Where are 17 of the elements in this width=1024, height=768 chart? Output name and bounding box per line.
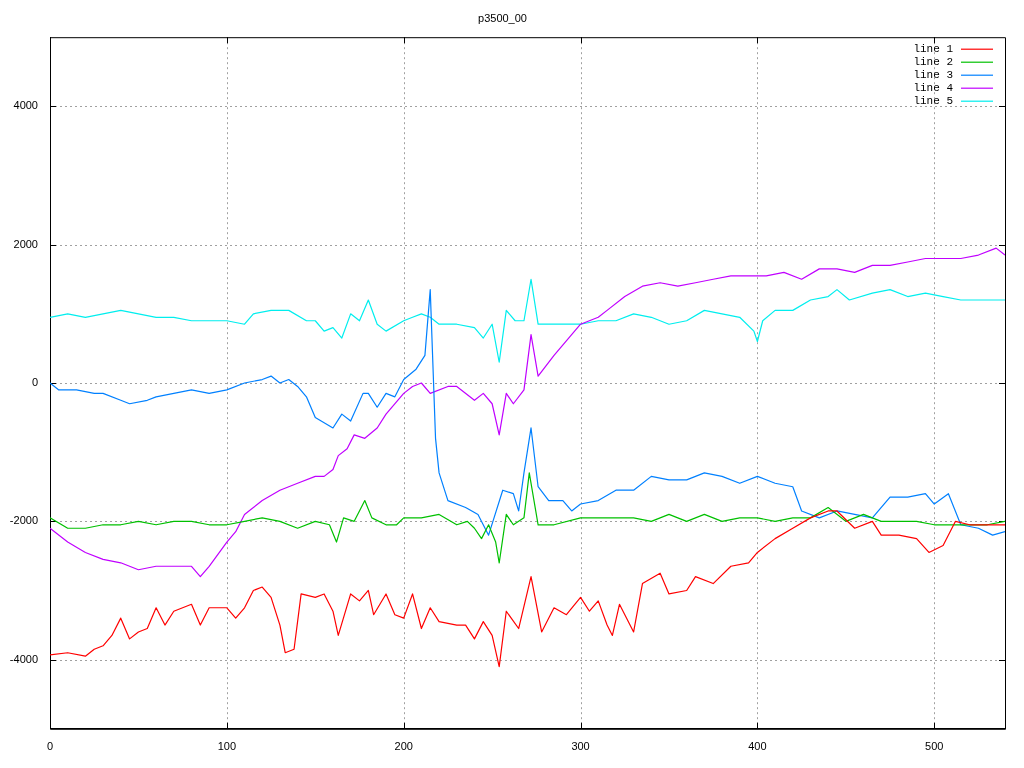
legend-label: line 3 [913,69,953,82]
y-tick-label: -4000 [9,652,38,665]
x-tick-label: 100 [217,740,237,753]
legend-label: line 2 [913,56,953,69]
y-tick-label: 0 [31,376,38,389]
x-tick-label: 500 [925,740,944,753]
x-tick-label: 300 [571,740,590,753]
y-tick-label: 2000 [13,237,38,250]
x-tick-label: 400 [748,740,767,753]
x-tick-label: 0 [46,740,54,753]
legend-label: line 4 [913,82,954,95]
legend-label: line 5 [913,95,953,108]
y-tick-label: -2000 [9,514,38,527]
x-tick-label: 200 [394,740,413,753]
y-tick-label: 4000 [13,99,38,112]
chart-title: p3500_00 [478,11,527,24]
legend-label: line 1 [913,43,954,56]
